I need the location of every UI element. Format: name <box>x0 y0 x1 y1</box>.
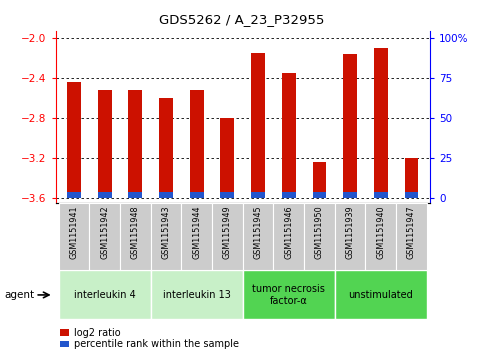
Bar <box>405 158 418 198</box>
Bar <box>181 203 212 270</box>
Text: GSM1151939: GSM1151939 <box>346 205 355 259</box>
Bar <box>282 73 296 198</box>
Bar <box>159 192 173 198</box>
Text: interleukin 13: interleukin 13 <box>163 290 230 300</box>
Bar <box>366 203 396 270</box>
Bar <box>128 90 142 198</box>
Bar <box>282 192 296 198</box>
Bar <box>120 203 151 270</box>
Bar <box>273 203 304 270</box>
Text: GSM1151950: GSM1151950 <box>315 205 324 259</box>
Bar <box>251 192 265 198</box>
Text: GSM1151941: GSM1151941 <box>70 205 78 259</box>
Bar <box>405 192 418 198</box>
Bar <box>58 203 89 270</box>
Bar <box>243 270 335 319</box>
Text: tumor necrosis
factor-α: tumor necrosis factor-α <box>252 284 325 306</box>
Text: GSM1151949: GSM1151949 <box>223 205 232 259</box>
Bar <box>313 162 327 198</box>
Text: GSM1151940: GSM1151940 <box>376 205 385 259</box>
Bar <box>396 203 427 270</box>
Bar <box>128 192 142 198</box>
Bar <box>335 203 366 270</box>
Text: GDS5262 / A_23_P32955: GDS5262 / A_23_P32955 <box>159 13 324 26</box>
Bar <box>98 192 112 198</box>
Bar <box>343 192 357 198</box>
Bar <box>151 270 243 319</box>
Bar <box>251 53 265 198</box>
Bar <box>190 90 204 198</box>
Text: GSM1151947: GSM1151947 <box>407 205 416 259</box>
Bar <box>304 203 335 270</box>
Bar <box>151 203 181 270</box>
Text: GSM1151948: GSM1151948 <box>131 205 140 259</box>
Text: interleukin 4: interleukin 4 <box>74 290 136 300</box>
Text: GSM1151943: GSM1151943 <box>161 205 170 259</box>
Text: unstimulated: unstimulated <box>348 290 413 300</box>
Text: GSM1151944: GSM1151944 <box>192 205 201 259</box>
Bar <box>67 192 81 198</box>
Bar <box>335 270 427 319</box>
Bar <box>220 192 234 198</box>
Bar <box>313 192 327 198</box>
Bar <box>374 48 388 198</box>
Text: GSM1151945: GSM1151945 <box>254 205 263 259</box>
Bar <box>343 54 357 198</box>
Bar <box>374 192 388 198</box>
Bar <box>220 118 234 198</box>
Text: GSM1151942: GSM1151942 <box>100 205 109 259</box>
Bar <box>98 90 112 198</box>
Bar <box>212 203 243 270</box>
Legend: log2 ratio, percentile rank within the sample: log2 ratio, percentile rank within the s… <box>60 328 239 350</box>
Bar <box>243 203 273 270</box>
Text: agent: agent <box>5 290 35 300</box>
Bar <box>159 98 173 198</box>
Bar <box>58 270 151 319</box>
Bar <box>190 192 204 198</box>
Text: GSM1151946: GSM1151946 <box>284 205 293 259</box>
Bar <box>89 203 120 270</box>
Bar <box>67 82 81 198</box>
